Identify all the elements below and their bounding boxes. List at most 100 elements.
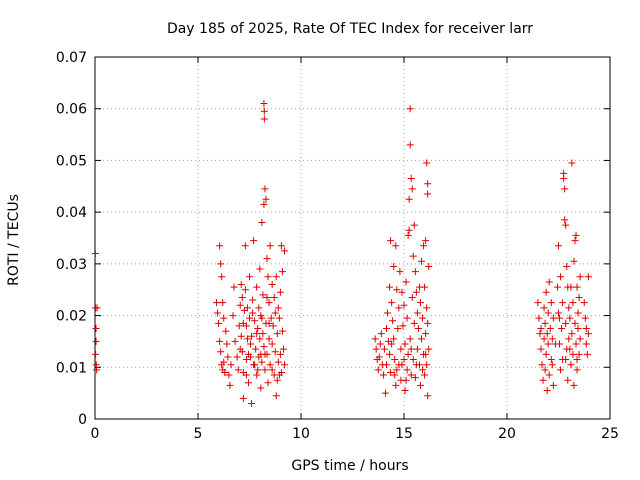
axis-ticks: 0 5 10 15 20 25 0 0.01 0.02 0.03 0.04 0.05 0.06 0.07 — [56, 50, 619, 442]
y-tick-label: 0.03 — [56, 257, 87, 273]
data-point — [262, 195, 270, 203]
data-point — [405, 195, 413, 203]
data-point — [555, 242, 562, 250]
data-point — [425, 262, 433, 270]
data-point — [274, 358, 282, 366]
data-point — [392, 242, 400, 250]
data-point — [544, 309, 552, 317]
data-point — [259, 330, 267, 338]
data-point — [258, 358, 266, 366]
plot-frame — [94, 56, 611, 420]
data-point — [227, 361, 235, 369]
data-point — [272, 273, 280, 281]
data-point — [567, 361, 575, 369]
data-point — [556, 314, 564, 322]
data-point — [541, 366, 549, 374]
data-point — [376, 340, 384, 348]
data-point — [261, 366, 269, 374]
data-point — [562, 356, 570, 364]
data-point — [216, 242, 224, 250]
data-point — [214, 309, 222, 317]
data-point — [581, 314, 589, 322]
data-point — [573, 356, 581, 364]
data-point — [247, 340, 255, 348]
data-point — [92, 350, 100, 358]
data-point — [396, 268, 404, 276]
data-point — [213, 299, 221, 307]
chart-title: Day 185 of 2025, Rate Of TEC Index for r… — [167, 21, 533, 37]
data-point — [264, 379, 272, 387]
data-point — [217, 260, 225, 268]
data-point — [265, 299, 273, 307]
data-point — [549, 381, 557, 389]
data-point — [413, 309, 421, 317]
data-point — [407, 345, 415, 353]
data-point — [271, 348, 279, 356]
data-point — [423, 304, 431, 312]
data-point — [568, 159, 576, 167]
data-point — [576, 273, 584, 281]
data-point — [254, 325, 262, 332]
data-point — [251, 361, 259, 369]
data-point — [419, 314, 427, 322]
data-point — [570, 257, 578, 265]
data-point — [382, 361, 390, 369]
data-point — [382, 325, 390, 332]
data-point — [541, 319, 549, 327]
data-point — [401, 340, 409, 348]
data-point — [258, 218, 266, 226]
data-point — [393, 366, 401, 374]
data-point — [251, 317, 259, 325]
y-tick-label: 0.05 — [56, 153, 87, 169]
data-point — [260, 100, 268, 108]
y-axis-label: ROTI / TECUs — [6, 194, 22, 286]
data-point — [424, 190, 432, 198]
y-tick-label: 0.02 — [56, 309, 87, 325]
data-point — [374, 366, 382, 374]
data-point — [268, 340, 276, 348]
data-point — [543, 387, 551, 395]
data-point — [271, 309, 279, 317]
data-point — [372, 345, 380, 353]
data-point — [539, 376, 547, 384]
data-point — [409, 356, 417, 364]
data-point — [231, 337, 239, 345]
data-point — [416, 299, 424, 307]
data-point — [422, 330, 430, 338]
data-point — [401, 387, 409, 395]
y-tick-label: 0.07 — [56, 50, 87, 66]
x-tick-label: 25 — [601, 426, 619, 442]
grid-lines — [95, 57, 610, 419]
data-point — [569, 350, 577, 358]
data-point — [236, 301, 244, 309]
data-point — [414, 325, 422, 332]
data-point — [267, 314, 275, 322]
data-point — [408, 293, 416, 301]
data-point — [242, 356, 250, 364]
data-point — [573, 366, 581, 374]
data-point — [398, 361, 406, 369]
data-point — [399, 322, 407, 330]
data-point — [246, 273, 253, 281]
data-point — [253, 371, 261, 379]
data-point — [536, 330, 544, 338]
data-point — [226, 381, 234, 389]
data-point — [395, 304, 403, 312]
data-point — [258, 314, 266, 322]
data-point — [221, 368, 229, 376]
data-point — [279, 345, 287, 353]
data-point — [268, 366, 276, 374]
data-point — [390, 262, 398, 270]
data-point — [534, 299, 542, 307]
data-point — [416, 381, 424, 389]
x-tick-label: 15 — [395, 426, 413, 442]
data-point — [220, 358, 228, 366]
data-point — [572, 340, 580, 348]
data-point — [253, 283, 261, 291]
data-point — [380, 345, 388, 353]
data-point — [237, 332, 245, 340]
data-point — [424, 319, 432, 327]
data-point — [407, 175, 415, 183]
data-point — [243, 335, 251, 343]
